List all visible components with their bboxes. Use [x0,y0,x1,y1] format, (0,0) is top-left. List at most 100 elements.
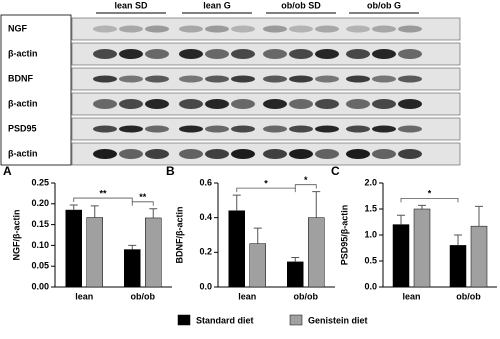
blot-band [289,125,313,133]
bar [392,224,410,288]
legend-label: Genistein diet [308,315,368,325]
blot-band [205,149,229,159]
blot-band [179,149,203,159]
y-axis-label: BDNF/β-actin [174,207,184,264]
x-tick-label: lean [238,291,256,301]
blot-band [372,149,396,159]
blot-band [289,99,313,109]
blot-band [398,99,422,109]
y-axis-label: NGF/β-actin [11,210,21,261]
significance-label: * [428,189,432,199]
blot-band [263,49,287,59]
blot-band [231,25,255,33]
significance-label: ** [139,192,147,202]
blot-band [145,25,169,33]
blot-band [145,125,169,133]
blot-column-label: lean G [203,0,231,10]
blot-row-label: NGF [8,23,28,33]
blot-band [93,49,117,59]
significance-bracket [236,187,296,193]
blot-row-label: β-actin [8,48,38,58]
panel-letter: A [3,164,12,178]
bar [249,243,266,288]
blot-band [119,125,143,133]
y-tick-label: 1.0 [364,229,377,239]
significance-label: * [264,179,268,189]
blot-band [205,25,229,33]
legend-label: Standard diet [196,315,254,325]
error-bar [149,208,158,218]
blot-band [315,125,339,133]
blot-band [398,125,422,133]
y-tick-label: 0.25 [31,177,49,187]
blot-band [93,99,117,109]
blot-band [231,149,255,159]
blot-band [398,25,422,33]
blot-band [289,49,313,59]
bar [145,217,162,288]
blot-band [119,25,143,33]
significance-label: ** [99,188,107,198]
blot-band [263,25,287,33]
panel-letter: B [166,164,175,178]
blot-band [205,99,229,109]
error-bar [312,191,321,218]
blot-row-label: BDNF [8,73,33,83]
blot-band [179,75,203,83]
blot-band [231,99,255,109]
significance-bracket [131,201,154,206]
blot-band [205,49,229,59]
blot-band [145,75,169,83]
blot-band [315,99,339,109]
blot-band [372,49,396,59]
blot-band [346,75,370,83]
blot-band [179,99,203,109]
blot-column-label: lean SD [114,0,148,10]
blot-band [205,125,229,133]
blot-band [145,99,169,109]
error-bar [253,227,262,244]
blot-band [372,99,396,109]
bar [287,261,304,288]
y-tick-label: 1.5 [364,203,377,213]
y-axis-label: PSD95/β-actin [339,205,349,266]
panel-letter: C [331,164,340,178]
blot-band [93,75,117,83]
error-bar [397,214,405,225]
significance-bracket [73,197,133,203]
blot-band [315,25,339,33]
y-tick-label: 0.0 [199,281,212,291]
y-tick-label: 0.15 [31,219,49,229]
bar [470,225,488,288]
blot-band [289,149,313,159]
significance-label: * [304,175,308,185]
x-tick-label: lean [402,291,420,301]
bar [308,217,325,288]
bar [124,249,141,288]
y-tick-label: 0.00 [31,281,49,291]
error-bar [232,194,241,211]
significance-bracket [400,197,459,203]
bar [65,209,82,288]
y-tick-label: 0.6 [199,177,212,187]
blot-band [346,25,370,33]
blot-band [346,125,370,133]
blot-band [119,49,143,59]
blot-band [398,75,422,83]
blot-band [179,49,203,59]
error-bar [90,205,99,218]
blot-band [289,25,313,33]
blot-band [315,49,339,59]
blot-band [93,25,117,33]
blot-band [346,49,370,59]
blot-row-label: PSD95 [8,123,37,133]
blot-column-label: ob/ob G [367,0,401,10]
blot-band [205,75,229,83]
blot-band [119,149,143,159]
blot-band [315,75,339,83]
blot-band [145,49,169,59]
y-tick-label: 0.2 [199,247,212,257]
error-bar [291,257,300,262]
y-tick-label: 0.20 [31,198,49,208]
y-tick-label: 0.05 [31,261,49,271]
